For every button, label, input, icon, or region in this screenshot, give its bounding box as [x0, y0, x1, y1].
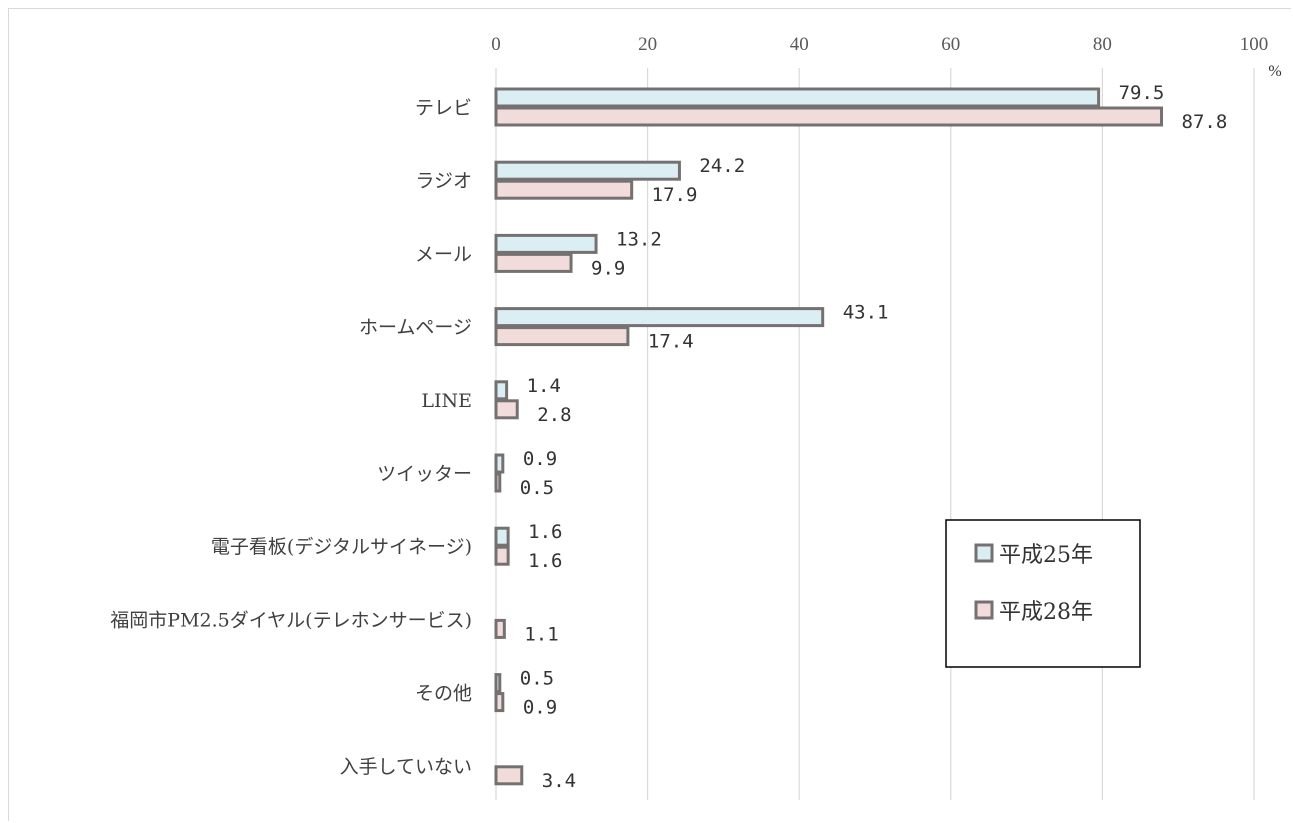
bar-s1-4: [494, 380, 509, 401]
x-tick-label-0: 0: [491, 34, 501, 55]
category-label-8: その他: [415, 683, 472, 705]
bar-s2-9: [494, 765, 524, 786]
data-label-s1-5: 0.9: [523, 448, 557, 470]
legend-label-heisei28: 平成28年: [999, 600, 1093, 625]
data-label-s2-9: 3.4: [542, 770, 576, 792]
bar-s2-3: [494, 326, 630, 347]
bar-s2-5: [494, 472, 502, 493]
bars: [494, 87, 1164, 786]
bar-s2-4: [494, 399, 519, 420]
data-label-s2-6: 1.6: [528, 550, 562, 572]
category-label-6: 電子看板(デジタルサイネージ): [211, 536, 472, 558]
data-label-s2-7: 1.1: [524, 623, 558, 645]
data-label-s2-5: 0.5: [520, 477, 554, 499]
data-label-s1-8: 0.5: [520, 668, 554, 690]
category-label-9: 入手していない: [340, 756, 472, 778]
x-tick-label-100: 100: [1240, 34, 1269, 55]
legend-swatch-heisei25: [974, 543, 994, 563]
data-label-s1-0: 79.5: [1119, 82, 1165, 104]
data-label-s1-1: 24.2: [699, 155, 745, 177]
data-label-s1-3: 43.1: [843, 302, 889, 324]
x-axis-unit: %: [1268, 63, 1281, 80]
bar-s1-2: [494, 233, 598, 254]
bar-s1-6: [494, 526, 510, 547]
data-label-s1-2: 13.2: [616, 228, 662, 250]
bar-s1-3: [494, 307, 825, 328]
data-labels: 79.5 24.2 13.2 43.1 1.4 0.9 1.6 0.5 87.8 17.9 9.9 1…: [520, 82, 1227, 792]
x-tick-label-80: 80: [1093, 34, 1112, 55]
legend-swatch-heisei28: [974, 600, 994, 620]
bar-s2-8: [494, 692, 505, 713]
data-label-s1-6: 1.6: [528, 521, 562, 543]
legend: 平成25年 平成28年: [945, 519, 1141, 668]
x-tick-label-40: 40: [790, 34, 809, 55]
category-label-3: ホームページ: [359, 317, 472, 339]
data-label-s2-8: 0.9: [523, 697, 557, 719]
data-label-s2-3: 17.4: [648, 331, 694, 353]
data-label-s1-4: 1.4: [527, 375, 561, 397]
category-label-1: ラジオ: [415, 170, 472, 192]
bar-s1-5: [494, 453, 505, 474]
category-label-4: LINE: [421, 390, 472, 412]
bar-s1-0: [494, 87, 1101, 108]
category-label-5: ツイッター: [377, 463, 472, 485]
data-label-s2-4: 2.8: [537, 404, 571, 426]
data-label-s2-0: 87.8: [1182, 111, 1228, 133]
category-label-0: テレビ: [415, 97, 472, 119]
bar-s2-6: [494, 545, 510, 566]
data-label-s2-2: 9.9: [591, 257, 625, 279]
chart-frame: [8, 8, 1291, 821]
bar-s2-1: [494, 179, 634, 200]
x-axis-ticks: 0 20 40 60 80 100: [491, 34, 1268, 55]
category-label-2: メール: [415, 243, 472, 265]
bar-s2-2: [494, 252, 573, 273]
bar-s1-1: [494, 160, 681, 181]
data-label-s2-1: 17.9: [652, 184, 698, 206]
x-tick-label-20: 20: [638, 34, 657, 55]
bar-s2-7: [494, 618, 506, 639]
x-tick-label-60: 60: [941, 34, 960, 55]
bar-s2-0: [494, 106, 1164, 127]
legend-label-heisei25: 平成25年: [999, 543, 1093, 568]
category-label-7: 福岡市PM2.5ダイヤル(テレホンサービス): [110, 609, 472, 631]
bar-s1-8: [494, 673, 502, 694]
